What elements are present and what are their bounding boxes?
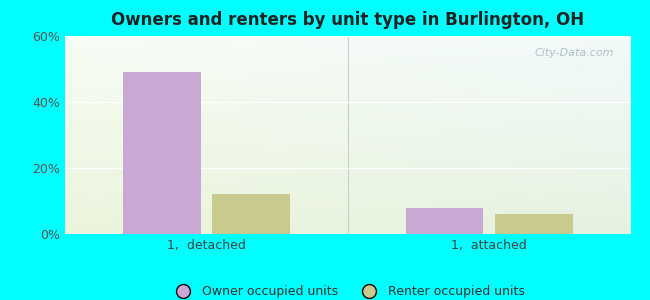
Bar bbox=[406, 208, 484, 234]
Bar bbox=[495, 214, 573, 234]
Bar bbox=[212, 194, 290, 234]
Text: City-Data.com: City-Data.com bbox=[534, 48, 614, 58]
Bar bbox=[123, 72, 201, 234]
Title: Owners and renters by unit type in Burlington, OH: Owners and renters by unit type in Burli… bbox=[111, 11, 584, 29]
Legend: Owner occupied units, Renter occupied units: Owner occupied units, Renter occupied un… bbox=[166, 280, 530, 300]
